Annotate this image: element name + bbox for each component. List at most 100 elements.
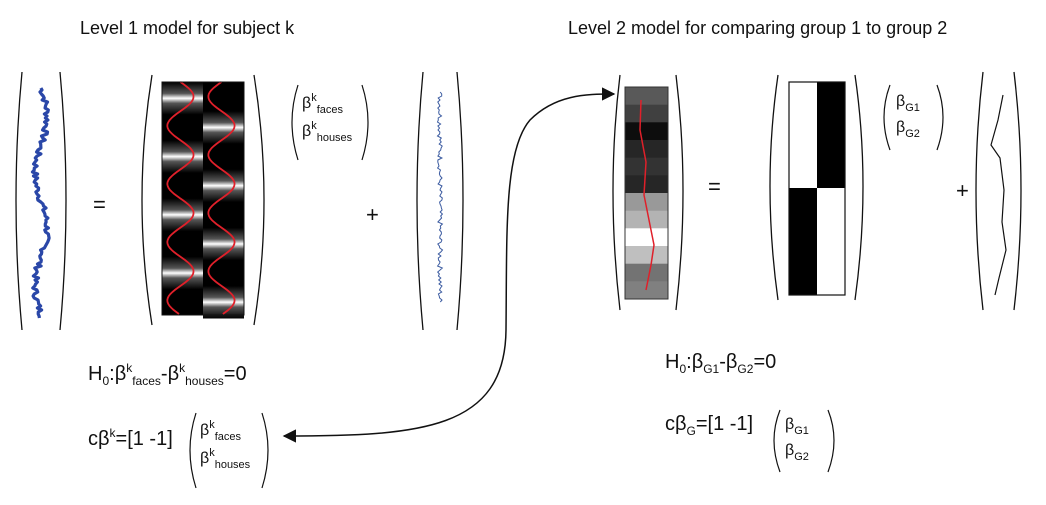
houses-label: houses (316, 132, 353, 144)
c-symbol: c (88, 428, 98, 450)
level2-null-hypothesis: H0:βG1-βG2=0 (665, 352, 776, 375)
houses-label: houses (185, 374, 224, 388)
beta-symbol: β (98, 428, 110, 450)
level1-design-bracket-right (253, 74, 265, 326)
level2-equals: = (708, 174, 721, 199)
level2-design-bracket-left (769, 74, 779, 301)
beta-symbol: β (785, 416, 795, 433)
subject-estimate-block (625, 175, 668, 194)
faces-label: faces (214, 431, 241, 443)
beta-symbol: β (896, 93, 906, 110)
g1-label: G1 (703, 362, 720, 376)
level1-design-bracket-left (141, 74, 153, 326)
level1-contrast: cβk=[1 -1] (88, 427, 173, 449)
level1-contrast-bracket-right (261, 412, 269, 489)
subject-superscript: k (209, 419, 215, 431)
g2-label: G2 (905, 128, 920, 140)
houses-label: houses (214, 459, 251, 471)
subject-estimate-block (625, 122, 668, 141)
subject-estimate-block (625, 263, 668, 282)
contrast-vector: =[1 -1] (115, 428, 173, 450)
beta-symbol: β (675, 413, 687, 435)
level1-design-matrix (162, 81, 244, 319)
subject-estimate-block (625, 87, 668, 106)
minus: - (719, 351, 726, 373)
level2-design-bracket-right (854, 74, 864, 301)
level2-data-border (624, 86, 669, 300)
level2-plus: + (956, 178, 969, 203)
equals-zero: =0 (223, 363, 247, 385)
subject-superscript: k (109, 426, 116, 440)
level2-residual-bracket-left (975, 71, 984, 311)
beta-symbol: β (691, 351, 704, 373)
level1-residual-signal (436, 91, 444, 303)
level1-residual-bracket-right (456, 71, 464, 331)
level1-null-hypothesis: H0:βkfaces-βkhouses=0 (88, 362, 247, 387)
subject-estimate-block (625, 281, 668, 300)
level2-design-g2-top (817, 82, 845, 188)
h0-subscript: 0 (102, 374, 110, 388)
level2-beta-bracket-left (883, 84, 891, 151)
level2-red-trace (639, 99, 655, 291)
level1-beta-bracket-left (291, 84, 299, 161)
subject-estimate-block (625, 210, 668, 229)
level1-residual-bracket-left (416, 71, 424, 331)
level2-design-g1-bottom (789, 188, 817, 295)
level2-design-g2-bottom (817, 188, 845, 295)
beta-symbol: β (200, 450, 210, 467)
beta-symbol: β (302, 123, 312, 140)
h-symbol: H (88, 363, 103, 385)
beta-symbol: β (200, 422, 210, 439)
level2-data-bracket-left (612, 74, 621, 311)
level2-beta-bracket-right (936, 84, 944, 151)
g2-label: G2 (737, 362, 754, 376)
level1-title: Level 1 model for subject k (80, 18, 295, 38)
level2-design-g1-top (789, 82, 817, 188)
level1-data-bracket-right (59, 71, 67, 331)
level1-plus: + (366, 202, 379, 227)
h-symbol: H (665, 351, 680, 373)
subject-superscript: k (209, 447, 215, 459)
subject-estimate-block (625, 228, 668, 247)
level2-contrast-bracket-left (773, 409, 781, 473)
level1-contrast-bracket-left (189, 412, 197, 489)
level1-beta-bracket-right (361, 84, 369, 161)
subject-superscript: k (126, 361, 133, 375)
regressor-curve-1 (166, 81, 195, 315)
beta-symbol: β (114, 363, 127, 385)
subject-estimate-block (625, 104, 668, 123)
level2-residual-bracket-right (1013, 71, 1022, 311)
subject-estimate-block (625, 157, 668, 176)
colon: : (686, 351, 692, 373)
minus: - (160, 363, 168, 385)
c-symbol: c (665, 413, 675, 435)
level2-residual-signal (990, 94, 1007, 296)
level-link-arrow (282, 87, 616, 443)
level2-data-bracket-right (675, 74, 684, 311)
subject-superscript: k (311, 92, 317, 104)
level2-contrast-bracket-right (827, 409, 835, 473)
regressor-curve-2 (207, 81, 236, 315)
g2-label: G2 (794, 451, 809, 463)
colon: : (109, 363, 115, 385)
level2-design-border (788, 81, 846, 296)
level1-design-border (161, 81, 245, 316)
beta-symbol: β (785, 442, 795, 459)
level2-contrast: cβG=[1 -1] (665, 414, 753, 437)
level2-title: Level 2 model for comparing group 1 to g… (568, 18, 948, 38)
subject-estimate-block (625, 193, 668, 212)
h0-subscript: 0 (679, 362, 687, 376)
g-label: G (686, 424, 696, 438)
level1-bold-signal (30, 87, 51, 319)
faces-label: faces (132, 374, 161, 388)
faces-label: faces (316, 104, 343, 116)
level2-data-blocks (625, 87, 668, 300)
subject-superscript: k (311, 120, 317, 132)
equals-zero: =0 (753, 351, 777, 373)
beta-symbol: β (896, 119, 906, 136)
beta-symbol: β (302, 95, 312, 112)
g1-label: G1 (905, 102, 920, 114)
subject-superscript: k (179, 361, 186, 375)
